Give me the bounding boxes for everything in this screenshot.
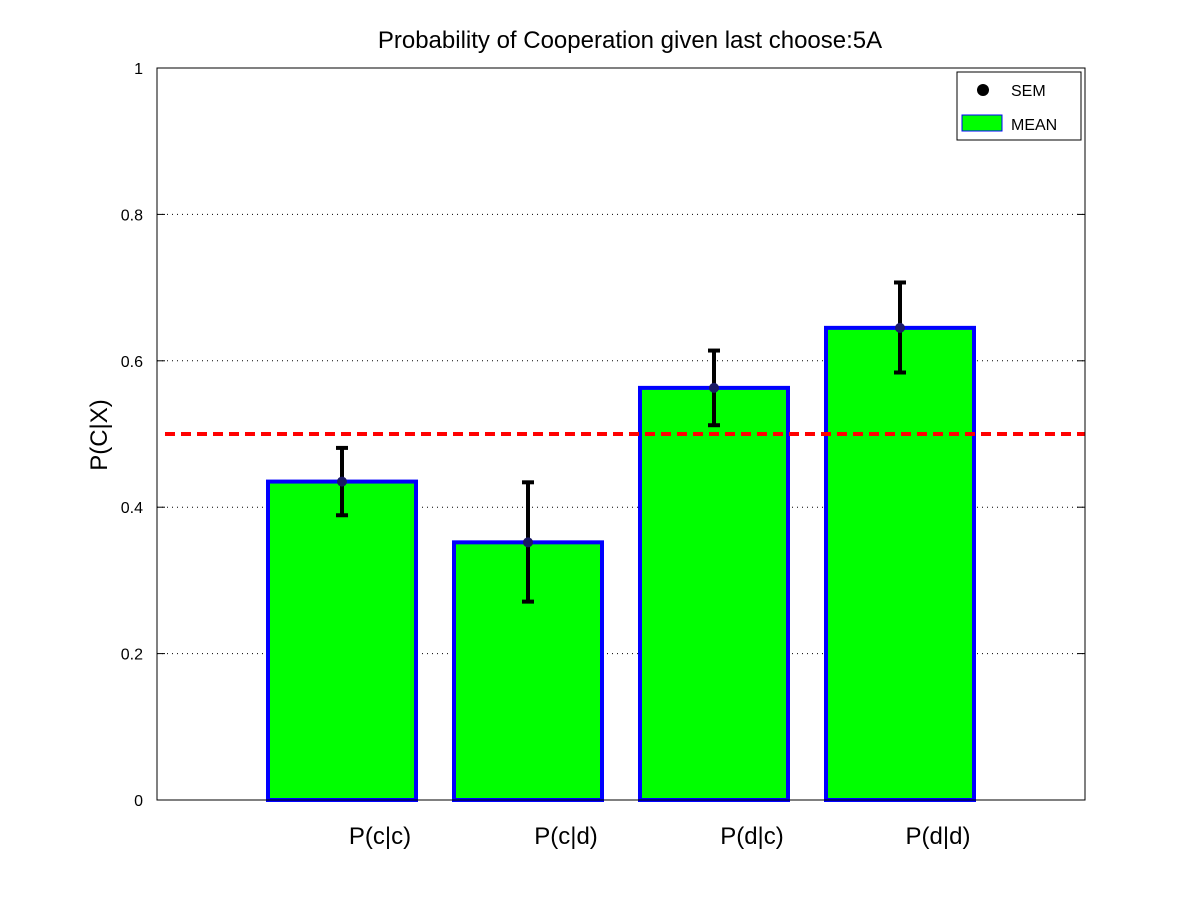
- error-bar-point: [709, 382, 719, 393]
- chart-title: Probability of Cooperation given last ch…: [378, 27, 882, 54]
- y-tick-label: 0.4: [121, 500, 143, 517]
- bar: [266, 479, 418, 802]
- error-bar-point: [523, 537, 533, 548]
- x-category-label: P(c|d): [534, 823, 598, 850]
- legend-mean-label: MEAN: [1011, 117, 1057, 134]
- bar: [824, 325, 976, 802]
- legend-sem-label: SEM: [1011, 83, 1046, 100]
- error-bar-point: [337, 476, 347, 487]
- plot-frame: [156, 67, 1086, 801]
- plot-area: [165, 280, 1085, 802]
- axes: 0 0.2 0.4 0.6 0.8 1 P(c|c) P(c|d) P(d|c) P(d|d): [121, 61, 1086, 850]
- x-category-label: P(c|c): [349, 823, 411, 850]
- y-tick-label: 0.6: [121, 354, 143, 371]
- y-tick-label: 0.2: [121, 647, 143, 664]
- y-tick-label: 1: [134, 61, 143, 78]
- x-category-label: P(d|d): [906, 823, 971, 850]
- y-tick-label: 0.8: [121, 207, 143, 224]
- legend-sem-marker: [977, 84, 989, 96]
- error-bar-point: [895, 322, 905, 333]
- x-category-label: P(d|c): [720, 823, 784, 850]
- legend-mean-swatch: [961, 114, 1003, 132]
- y-tick-label: 0: [134, 793, 143, 810]
- legend: SEM MEAN: [956, 71, 1082, 141]
- y-axis-label: P(C|X): [86, 399, 113, 471]
- bar: [638, 385, 790, 802]
